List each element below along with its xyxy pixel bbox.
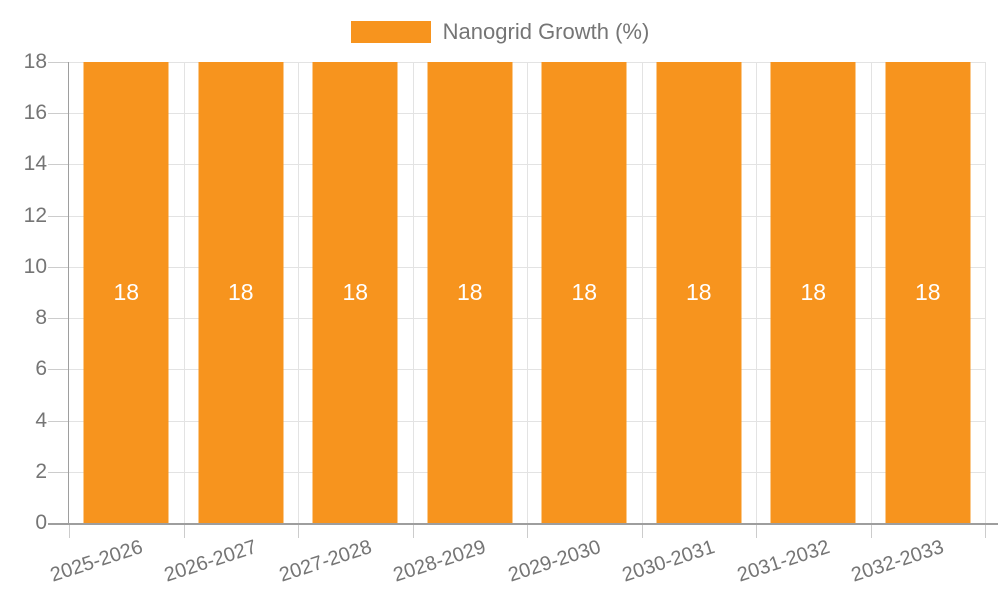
y-axis-tick [48, 62, 69, 63]
y-axis-tick [48, 266, 69, 268]
x-axis: 2025-2026 2026-2027 2027-2028 2028-2029 2029… [47, 524, 985, 600]
bar-value-label: 18 [685, 279, 712, 305]
bar[interactable]: 18 [312, 62, 398, 523]
y-axis-tick-label: 10 [23, 254, 47, 278]
x-axis-tick [985, 523, 986, 538]
y-axis-tick-label: 2 [35, 459, 47, 483]
vertical-gridline [985, 62, 986, 523]
x-axis-tick [298, 523, 299, 538]
bar-value-label: 18 [571, 279, 598, 305]
vertical-gridline [870, 62, 872, 523]
y-axis-tick-label: 18 [23, 50, 47, 73]
y-axis-tick [48, 113, 69, 115]
bar-value-label: 18 [342, 279, 369, 305]
y-axis-tick [48, 318, 69, 320]
plot-area: 18 18 18 18 18 18 18 18 [48, 62, 998, 538]
bar[interactable]: 18 [198, 62, 284, 523]
y-axis: 0 2 4 6 8 10 12 14 16 18 [0, 50, 47, 534]
y-axis-tick [48, 369, 69, 371]
x-axis-tick-label: 2027-2028 [276, 536, 375, 587]
legend-swatch [350, 21, 431, 43]
y-axis-tick-label: 6 [35, 357, 47, 381]
y-axis-tick-label: 0 [35, 511, 47, 534]
x-axis-tick-label: 2026-2027 [161, 536, 260, 587]
bar-value-label: 18 [113, 279, 140, 305]
bar[interactable]: 18 [770, 62, 856, 523]
x-axis-tick [412, 523, 414, 538]
x-axis-tick-label: 2031-2032 [734, 536, 833, 587]
y-axis-tick [48, 215, 69, 217]
y-axis-tick-label: 16 [23, 101, 47, 125]
vertical-gridline [527, 62, 528, 523]
y-axis-tick-label: 4 [35, 408, 47, 432]
legend: Nanogrid Growth (%) [0, 19, 1000, 45]
bar[interactable]: 18 [656, 62, 742, 523]
y-axis-tick [48, 164, 69, 166]
y-axis-line [68, 62, 69, 523]
bar-value-label: 18 [914, 279, 941, 305]
x-axis-tick-label: 2032-2033 [848, 536, 947, 587]
bar-value-label: 18 [800, 279, 827, 305]
y-axis-tick-label: 12 [23, 203, 47, 227]
x-axis-line [48, 523, 998, 525]
x-axis-tick-label: 2028-2029 [390, 536, 489, 587]
vertical-gridline [298, 62, 299, 523]
y-axis-tick [48, 471, 69, 473]
y-axis-tick-label: 8 [35, 306, 47, 330]
y-axis-tick-label: 14 [23, 152, 47, 176]
x-axis-tick [69, 523, 70, 538]
bar[interactable]: 18 [83, 62, 169, 523]
bar[interactable]: 18 [541, 62, 627, 523]
x-axis-tick [641, 523, 643, 538]
x-axis-tick-label: 2029-2030 [505, 536, 604, 587]
vertical-gridline [641, 62, 643, 523]
vertical-gridline [412, 62, 414, 523]
vertical-gridline [756, 62, 757, 523]
x-axis-tick [527, 523, 528, 538]
vertical-gridline [183, 62, 185, 523]
x-axis-tick-label: 2030-2031 [619, 536, 718, 587]
x-axis-tick [870, 523, 872, 538]
legend-label: Nanogrid Growth (%) [442, 19, 650, 44]
bar-value-label: 18 [456, 279, 483, 305]
bar[interactable]: 18 [885, 62, 971, 523]
y-axis-tick [48, 420, 69, 422]
bar-value-label: 18 [227, 279, 254, 305]
x-axis-tick [756, 523, 757, 538]
x-axis-tick-label: 2025-2026 [47, 536, 146, 587]
bar[interactable]: 18 [427, 62, 513, 523]
x-axis-tick [183, 523, 185, 538]
